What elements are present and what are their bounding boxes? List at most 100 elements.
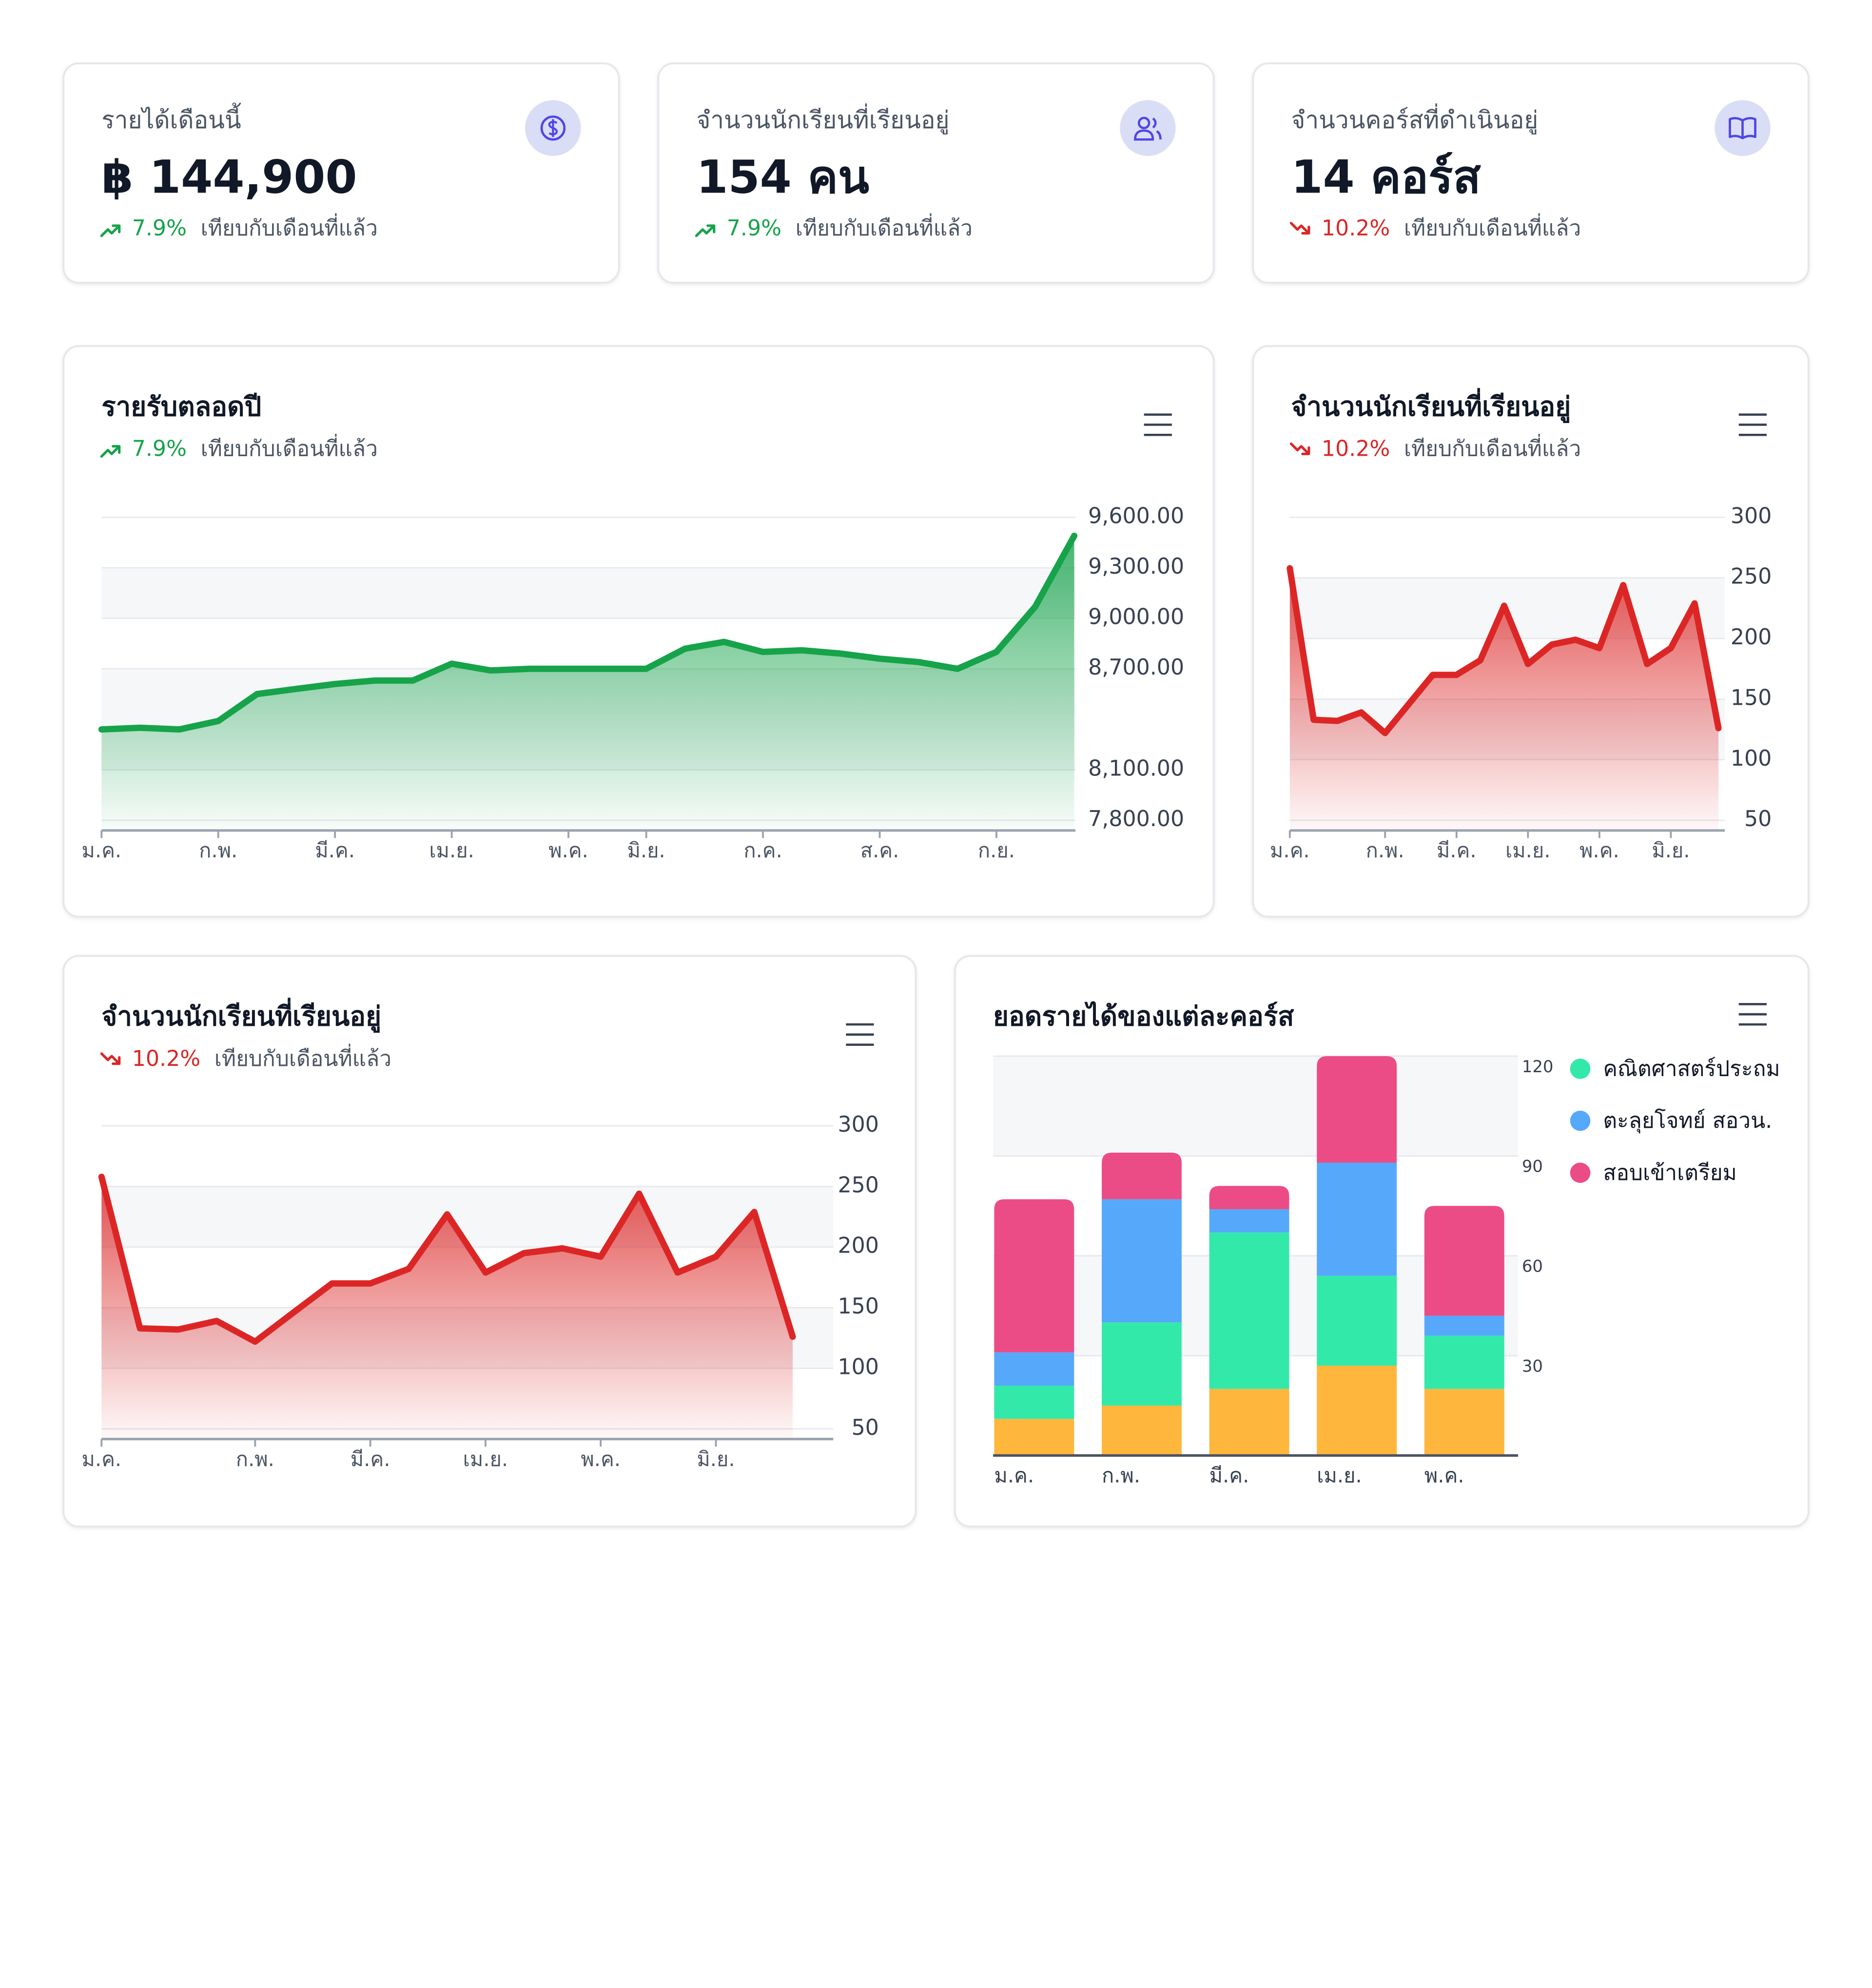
legend-marker — [1570, 1110, 1591, 1131]
x-tick-label: มิ.ย. — [627, 838, 665, 862]
change-note: เทียบกับเดือนที่แล้ว — [201, 433, 378, 461]
legend-label: ตะลุยโจทย์ สอวน. — [1603, 1108, 1772, 1134]
bar-segment — [1102, 1199, 1182, 1323]
y-tick-label: 150 — [838, 1294, 879, 1319]
y-tick-label: 8,100.00 — [1088, 756, 1184, 781]
change-note: เทียบกับเดือนที่แล้ว — [201, 213, 378, 241]
change-note: เทียบกับเดือนที่แล้ว — [1404, 213, 1581, 241]
grid-band — [993, 1056, 1519, 1156]
bar-segment — [1102, 1153, 1182, 1199]
x-tick-label: ม.ค. — [81, 838, 121, 862]
y-tick-label: 9,000.00 — [1088, 605, 1184, 630]
legend-marker — [1570, 1162, 1591, 1183]
x-tick-label: พ.ค. — [581, 1447, 621, 1471]
bar-segment — [1424, 1389, 1504, 1456]
area-line — [98, 532, 1078, 733]
bar-segment — [994, 1419, 1074, 1456]
bar-segment — [1102, 1405, 1182, 1456]
grid-band — [101, 567, 1076, 618]
chart-title: รายรับตลอดปี — [101, 391, 261, 422]
legend-label: คณิตศาสตร์ประถม — [1603, 1057, 1780, 1081]
change-line: 10.2% เทียบกับเดือนที่แล้ว — [1322, 433, 1581, 461]
chart-title: ยอดรายได้ของแต่ละคอร์ส — [993, 1001, 1294, 1032]
y-tick-label: 90 — [1522, 1157, 1543, 1176]
grid-band — [101, 1186, 834, 1247]
change-value: 7.9% — [132, 436, 187, 461]
y-tick-label: 7,800.00 — [1088, 807, 1184, 831]
stat-title: จำนวนคอร์สที่ดำเนินอยู่ — [1291, 103, 1538, 135]
x-tick-label: มี.ค. — [1437, 838, 1477, 862]
area-fill — [101, 536, 1074, 830]
x-tick-label: ก.พ. — [199, 838, 237, 862]
x-tick-label: พ.ค. — [1580, 838, 1619, 862]
bar-segment — [1424, 1335, 1504, 1389]
x-tick-label: ม.ค. — [1270, 838, 1310, 862]
change-line: 10.2% เทียบกับเดือนที่แล้ว — [1322, 213, 1581, 241]
change-value: 7.9% — [727, 216, 781, 241]
y-tick-label: 250 — [1731, 564, 1772, 589]
x-tick-label: มี.ค. — [315, 838, 355, 862]
change-value: 7.9% — [132, 216, 187, 241]
stat-card — [1252, 62, 1810, 284]
bar-segment — [1209, 1209, 1289, 1233]
change-note: เทียบกับเดือนที่แล้ว — [1404, 433, 1581, 461]
stat-title: จำนวนนักเรียนที่เรียนอยู่ — [696, 103, 949, 135]
trend-arrow — [1289, 442, 1310, 455]
y-tick-label: 50 — [852, 1415, 879, 1440]
area-fill — [1289, 568, 1719, 830]
y-tick-label: 9,300.00 — [1088, 554, 1184, 579]
bar-segment — [994, 1199, 1074, 1352]
bar-segment — [1209, 1186, 1289, 1210]
area-line — [98, 1174, 796, 1345]
bar-segment — [1317, 1056, 1397, 1163]
y-tick-label: 100 — [1731, 746, 1772, 771]
change-value: 10.2% — [132, 1046, 200, 1071]
y-tick-label: 300 — [838, 1112, 879, 1137]
y-tick-label: 200 — [1731, 625, 1772, 650]
stat-title: รายได้เดือนนี้ — [101, 102, 241, 134]
change-line: 7.9% เทียบกับเดือนที่แล้ว — [132, 433, 378, 461]
x-tick-label: ก.พ. — [1102, 1464, 1140, 1487]
x-tick-label: ก.พ. — [236, 1447, 274, 1471]
x-tick-label: มิ.ย. — [1652, 838, 1690, 862]
x-tick-label: ก.พ. — [1366, 838, 1404, 862]
x-tick-label: มี.ค. — [351, 1447, 390, 1471]
legend-marker — [1570, 1059, 1591, 1079]
card-icon — [1715, 100, 1771, 156]
stat-value: 14 คอร์ส — [1291, 151, 1481, 204]
y-tick-label: 60 — [1522, 1257, 1543, 1276]
x-tick-label: เม.ย. — [1317, 1464, 1362, 1487]
bar-segment — [1424, 1315, 1504, 1336]
change-value: 10.2% — [1322, 436, 1390, 461]
y-tick-label: 9,600.00 — [1088, 503, 1184, 528]
y-tick-label: 120 — [1522, 1057, 1554, 1076]
bar-segment — [1209, 1389, 1289, 1456]
bar-segment — [1102, 1322, 1182, 1406]
x-tick-label: ม.ค. — [994, 1464, 1034, 1487]
x-tick-label: มี.ค. — [1209, 1464, 1249, 1487]
y-tick-label: 100 — [838, 1354, 879, 1379]
stat-value: 154 คน — [696, 151, 869, 204]
bar-segment — [994, 1352, 1074, 1386]
y-tick-label: 30 — [1522, 1356, 1543, 1375]
x-tick-label: เม.ย. — [429, 838, 474, 862]
y-tick-label: 300 — [1731, 503, 1772, 528]
bar-segment — [1424, 1206, 1504, 1316]
bar-segment — [1317, 1275, 1397, 1366]
x-tick-label: ส.ค. — [860, 838, 899, 862]
change-value: 10.2% — [1322, 216, 1390, 241]
change-note: เทียบกับเดือนที่แล้ว — [796, 213, 973, 241]
bar-segment — [1317, 1366, 1397, 1456]
trend-arrow — [100, 445, 121, 458]
chart-title: จำนวนนักเรียนที่เรียนอยู่ — [1291, 388, 1571, 423]
stat-value: ฿ 144,900 — [101, 151, 357, 204]
stat-card — [62, 62, 620, 284]
card-icon — [1120, 100, 1176, 156]
change-line: 7.9% เทียบกับเดือนที่แล้ว — [132, 213, 378, 241]
x-tick-label: เม.ย. — [1505, 838, 1550, 862]
change-line: 10.2% เทียบกับเดือนที่แล้ว — [132, 1043, 391, 1071]
card-icon — [525, 100, 581, 156]
bar-segment — [994, 1386, 1074, 1419]
y-tick-label: 250 — [838, 1173, 879, 1197]
